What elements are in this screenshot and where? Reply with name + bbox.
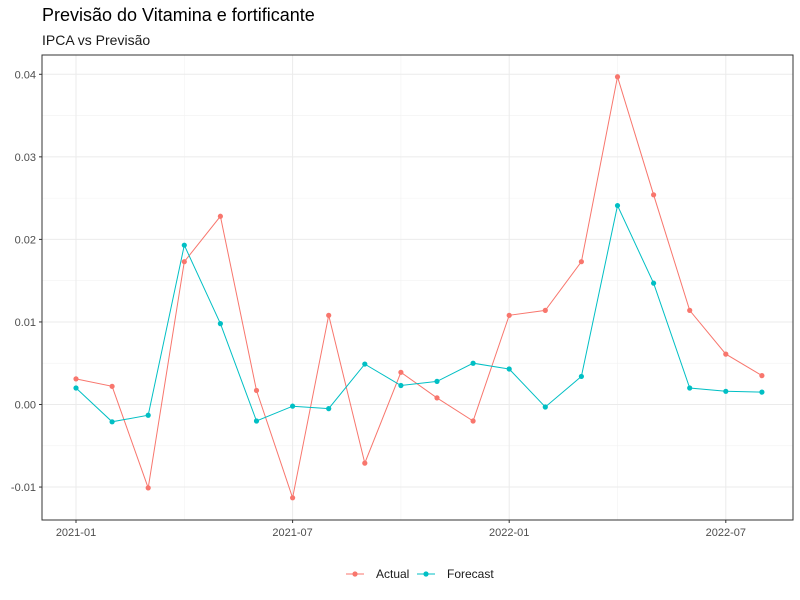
forecast-data-point	[723, 388, 729, 394]
legend[interactable]: Actual Forecast	[346, 567, 494, 581]
chart-subtitle: IPCA vs Previsão	[42, 32, 151, 48]
forecast-data-point	[217, 321, 223, 327]
series-layer	[73, 74, 765, 501]
y-tick-label: 0.04	[15, 69, 36, 81]
plot-border	[41, 54, 794, 521]
y-tick-label: 0.01	[15, 317, 36, 329]
actual-data-point	[578, 259, 585, 265]
forecast-data-point	[614, 202, 621, 209]
x-tick-label: 2021-07	[272, 527, 312, 539]
forecast-data-point	[290, 403, 296, 409]
actual-data-point	[687, 307, 693, 313]
legend-key-point-forecast	[423, 571, 429, 577]
actual-data-point	[723, 351, 729, 357]
axes: -0.01 0.00 0.01 0.02 0.03 0.04 2021-01 2021-07 2…	[11, 69, 746, 539]
actual-data-point	[253, 387, 260, 394]
forecast-data-point	[109, 419, 115, 425]
forecast-data-point	[687, 385, 693, 391]
forecast-data-point	[362, 361, 368, 367]
forecast-data-point	[253, 418, 260, 424]
actual-data-point	[506, 312, 512, 318]
actual-data-point	[542, 307, 548, 313]
x-tick-label: 2021-01	[56, 527, 96, 539]
forecast-data-point	[470, 360, 476, 366]
legend-item-actual: Actual	[346, 567, 409, 581]
y-tick-label: -0.01	[11, 482, 36, 494]
actual-data-point	[398, 369, 404, 375]
forecast-series-line	[75, 204, 762, 423]
forecast-data-point	[398, 382, 404, 389]
legend-label-actual: Actual	[376, 567, 409, 581]
actual-data-point	[181, 259, 187, 265]
chart-title: Previsão do Vitamina e fortificante	[42, 5, 315, 25]
y-tick-label: 0.03	[15, 152, 36, 164]
actual-data-point	[290, 495, 296, 501]
y-tick-label: 0.00	[15, 400, 36, 412]
forecast-data-point	[542, 404, 548, 410]
forecast-data-point	[181, 242, 187, 248]
actual-data-point	[109, 383, 115, 389]
grid	[42, 55, 793, 520]
actual-data-point	[73, 376, 79, 382]
actual-data-point	[362, 460, 368, 466]
forecast-data-point	[578, 373, 585, 380]
actual-data-point	[651, 192, 657, 198]
forecast-data-point	[145, 412, 151, 418]
legend-key-point-actual	[352, 571, 358, 577]
forecast-data-point	[434, 378, 440, 384]
forecast-data-point	[506, 366, 512, 372]
x-tick-label: 2022-07	[706, 527, 746, 539]
forecast-data-point	[73, 385, 79, 391]
actual-data-point	[759, 373, 765, 379]
legend-label-forecast: Forecast	[447, 567, 494, 581]
forecast-data-point	[326, 406, 332, 412]
actual-series-line	[75, 76, 763, 500]
x-tick-label: 2022-01	[489, 527, 529, 539]
actual-data-point	[326, 312, 332, 318]
actual-data-point	[614, 74, 621, 80]
legend-item-forecast: Forecast	[417, 567, 494, 581]
actual-data-point	[434, 395, 440, 401]
forecast-data-point	[759, 389, 765, 395]
actual-data-point	[470, 418, 476, 424]
actual-data-point	[145, 485, 151, 491]
y-tick-label: 0.02	[15, 234, 36, 246]
forecast-data-point	[651, 280, 657, 286]
actual-data-point	[217, 213, 223, 219]
